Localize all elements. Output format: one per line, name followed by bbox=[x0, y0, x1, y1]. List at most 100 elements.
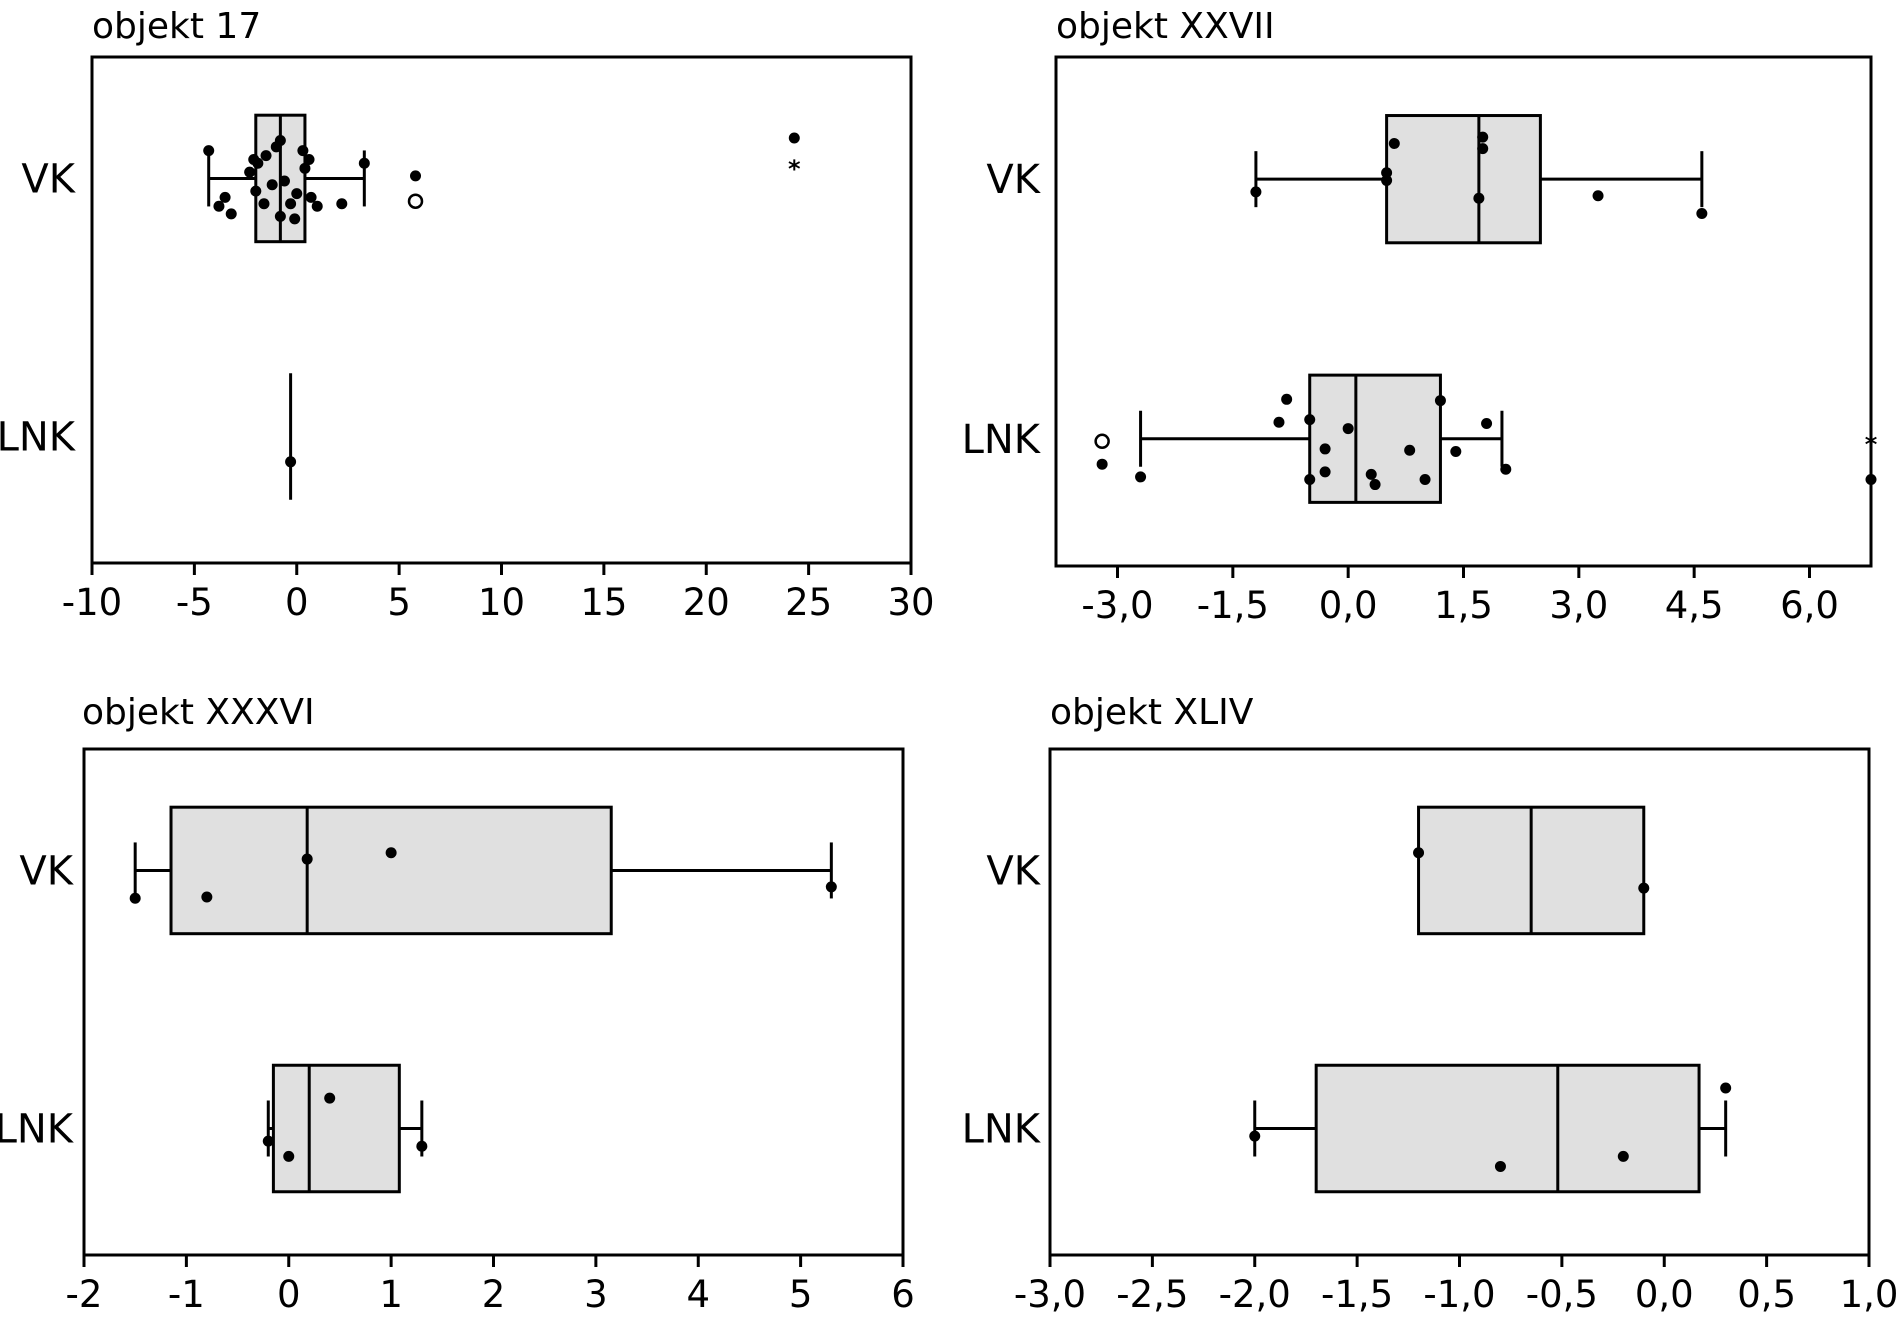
data-point bbox=[825, 881, 837, 893]
data-point bbox=[213, 200, 225, 212]
x-tick-label: 30 bbox=[887, 581, 934, 624]
data-point bbox=[225, 208, 237, 220]
data-point bbox=[1419, 473, 1431, 485]
data-point bbox=[285, 456, 297, 468]
data-point bbox=[1481, 417, 1493, 429]
iqr-box bbox=[1385, 114, 1542, 245]
data-point bbox=[1696, 208, 1708, 220]
data-point bbox=[410, 170, 422, 182]
x-tick-label: 1 bbox=[379, 1273, 403, 1316]
x-tick-label: 5 bbox=[789, 1273, 813, 1316]
group-vk: VK bbox=[19, 805, 837, 936]
data-point bbox=[788, 132, 800, 144]
iqr-box bbox=[271, 1063, 401, 1194]
panel-title: objekt XLIV bbox=[1050, 692, 1254, 733]
panel-3: objekt XXXVI -2 -1 0 1 2 3 4 5 6 VK LNK bbox=[0, 692, 915, 1316]
data-point bbox=[1450, 445, 1462, 457]
data-point bbox=[303, 153, 315, 165]
data-point bbox=[1250, 186, 1262, 198]
iqr-box bbox=[1314, 1063, 1701, 1194]
group-vk: VK bbox=[986, 805, 1650, 936]
x-tick-label: 10 bbox=[478, 581, 525, 624]
data-point bbox=[1638, 882, 1650, 894]
data-point bbox=[262, 1135, 274, 1147]
group-lnk: LNK bbox=[0, 1063, 428, 1194]
category-label: VK bbox=[19, 848, 74, 894]
data-point bbox=[1865, 473, 1877, 485]
panel-1: objekt 17 -10 -5 0 5 10 15 20 25 30 VK * LNK bbox=[0, 6, 935, 624]
category-label: LNK bbox=[962, 417, 1042, 463]
data-point bbox=[305, 191, 317, 203]
data-point bbox=[1369, 479, 1381, 491]
x-tick-label: 0,5 bbox=[1737, 1273, 1796, 1316]
data-point bbox=[1413, 847, 1425, 859]
x-tick-label: 2 bbox=[482, 1273, 506, 1316]
data-point bbox=[1381, 174, 1393, 186]
panel-title: objekt XXVII bbox=[1056, 6, 1275, 47]
data-point bbox=[1477, 143, 1489, 155]
data-point bbox=[336, 198, 348, 210]
panel-4: objekt XLIV -3,0 -2,5 -2,0 -1,5 -1,0 -0,5 0,0 0,… bbox=[962, 692, 1899, 1316]
iqr-box bbox=[169, 805, 613, 936]
x-tick-label: 3,0 bbox=[1549, 584, 1608, 627]
x-tick-label: -1,0 bbox=[1423, 1273, 1495, 1316]
data-point bbox=[1304, 473, 1316, 485]
category-label: VK bbox=[21, 156, 76, 202]
x-tick-label: 0,0 bbox=[1319, 584, 1378, 627]
data-point bbox=[260, 150, 272, 162]
category-label: VK bbox=[986, 848, 1041, 894]
extreme-outlier-marker: * bbox=[1865, 430, 1878, 458]
data-point bbox=[201, 891, 213, 903]
data-point bbox=[1249, 1130, 1261, 1142]
category-label: LNK bbox=[962, 1107, 1042, 1153]
data-point bbox=[1473, 192, 1485, 204]
x-tick-label: 15 bbox=[580, 581, 627, 624]
x-tick-label: 1,5 bbox=[1434, 584, 1493, 627]
data-point bbox=[1720, 1082, 1732, 1094]
data-point bbox=[250, 185, 262, 197]
panel-2: objekt XXVII -3,0 -1,5 0,0 1,5 3,0 4,5 6,0 VK LNK… bbox=[962, 6, 1878, 627]
data-point bbox=[1342, 423, 1354, 435]
outlier-marker bbox=[407, 193, 424, 209]
x-tick-label: 4,5 bbox=[1665, 584, 1724, 627]
data-point bbox=[291, 188, 303, 200]
x-tick-label: -1,5 bbox=[1321, 1273, 1393, 1316]
x-tick-label: -1 bbox=[168, 1273, 205, 1316]
data-point bbox=[416, 1140, 428, 1152]
x-tick-label: 6,0 bbox=[1780, 584, 1839, 627]
data-point bbox=[219, 191, 231, 203]
category-label: LNK bbox=[0, 415, 77, 461]
data-point bbox=[1096, 458, 1108, 470]
data-point bbox=[1319, 466, 1331, 478]
x-tick-label: 0 bbox=[277, 1273, 301, 1316]
data-point bbox=[1477, 131, 1489, 143]
panel-title: objekt 17 bbox=[92, 6, 261, 47]
data-point bbox=[297, 145, 309, 157]
data-point bbox=[266, 179, 278, 191]
data-point bbox=[1434, 395, 1446, 407]
x-tick-label: 20 bbox=[683, 581, 730, 624]
x-tick-label: -2 bbox=[66, 1273, 103, 1316]
x-tick-label: -2,5 bbox=[1116, 1273, 1188, 1316]
data-point bbox=[274, 134, 286, 146]
data-point bbox=[1135, 471, 1147, 483]
data-point bbox=[258, 198, 270, 210]
x-tick-label: -3,0 bbox=[1081, 584, 1153, 627]
x-tick-label: 0 bbox=[285, 581, 309, 624]
panel-title: objekt XXXVI bbox=[82, 692, 315, 733]
plot-frame bbox=[90, 55, 913, 565]
data-point bbox=[1494, 1160, 1506, 1172]
group-vk: VK bbox=[986, 114, 1708, 245]
data-point bbox=[244, 166, 256, 178]
x-tick-label: 0,0 bbox=[1635, 1273, 1694, 1316]
group-vk: VK * bbox=[21, 113, 801, 244]
x-tick-label: 3 bbox=[584, 1273, 608, 1316]
x-tick-label: 4 bbox=[686, 1273, 710, 1316]
data-point bbox=[299, 162, 311, 174]
data-point bbox=[1404, 444, 1416, 456]
x-tick-label: 25 bbox=[785, 581, 832, 624]
x-tick-label: -10 bbox=[62, 581, 122, 624]
data-point bbox=[1381, 167, 1393, 179]
data-point bbox=[385, 847, 397, 859]
